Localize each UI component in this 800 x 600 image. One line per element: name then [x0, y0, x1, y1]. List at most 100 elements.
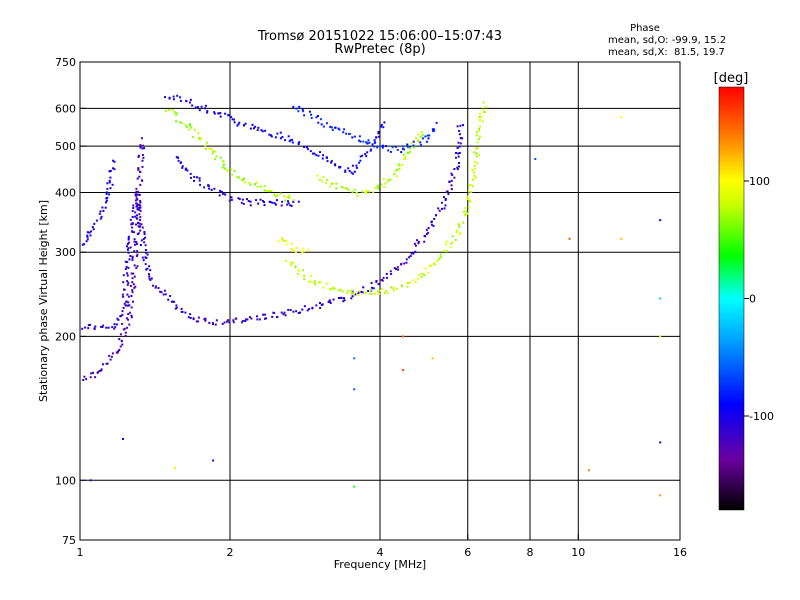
data-point	[93, 327, 96, 330]
data-point	[243, 181, 246, 184]
data-point	[297, 312, 300, 314]
data-point	[111, 326, 114, 329]
phase-stats-header: Phase	[630, 23, 660, 34]
data-point	[353, 485, 356, 488]
data-point	[351, 191, 354, 194]
data-point	[307, 248, 310, 251]
data-point	[219, 189, 222, 192]
phase-stats-o: mean, sd,O: -99.9, 15.2	[608, 35, 726, 46]
y-axis-label: Stationary phase Virtual Height [km]	[37, 200, 50, 402]
data-point	[398, 168, 401, 171]
data-point	[127, 235, 130, 238]
data-point	[451, 241, 454, 244]
data-point	[83, 243, 85, 246]
data-point	[276, 194, 279, 197]
data-point	[382, 276, 385, 279]
data-point	[247, 200, 250, 202]
data-point	[295, 246, 298, 249]
data-point	[244, 122, 247, 125]
data-point	[435, 214, 437, 217]
data-point	[127, 237, 130, 240]
data-point	[84, 326, 87, 329]
data-point	[119, 333, 122, 336]
data-point	[226, 169, 229, 172]
data-point	[122, 307, 125, 309]
data-point	[313, 152, 316, 155]
data-point	[471, 185, 474, 188]
data-point	[284, 199, 287, 202]
data-point	[132, 272, 135, 275]
data-point	[478, 116, 481, 118]
data-point	[204, 144, 207, 147]
data-point	[361, 291, 364, 294]
data-point	[123, 288, 126, 291]
data-point	[212, 459, 215, 462]
data-point	[140, 223, 143, 226]
data-point	[408, 147, 411, 150]
data-point	[279, 192, 282, 195]
data-point	[313, 282, 316, 285]
data-point	[128, 304, 131, 307]
data-point	[248, 181, 251, 184]
data-point	[419, 141, 422, 144]
data-point	[330, 182, 333, 185]
data-point	[386, 276, 388, 279]
data-point	[343, 128, 346, 131]
data-point	[274, 203, 277, 206]
data-point	[181, 166, 184, 169]
data-point	[105, 326, 108, 329]
data-point	[231, 173, 234, 176]
data-point	[358, 161, 361, 164]
data-point	[458, 133, 461, 136]
data-point	[133, 238, 136, 241]
data-point	[358, 139, 360, 142]
data-point	[89, 479, 92, 482]
data-point	[88, 231, 91, 234]
data-point	[472, 151, 475, 154]
data-point	[115, 323, 118, 326]
data-point	[131, 216, 134, 218]
data-point	[335, 182, 338, 185]
data-point	[359, 155, 362, 158]
data-point	[391, 146, 394, 149]
data-point	[322, 154, 325, 157]
data-point	[353, 170, 356, 173]
data-point	[475, 134, 478, 137]
data-point	[358, 290, 361, 293]
data-point	[295, 107, 298, 110]
data-point	[351, 164, 354, 167]
data-point	[364, 291, 367, 294]
data-point	[380, 183, 383, 186]
data-point	[127, 281, 130, 284]
data-point	[164, 109, 167, 112]
data-point	[204, 317, 207, 320]
data-point	[396, 288, 399, 291]
data-point	[420, 275, 423, 278]
data-point	[259, 198, 262, 201]
data-point	[131, 257, 134, 260]
data-point	[122, 438, 124, 440]
data-point	[220, 190, 223, 193]
data-point	[204, 104, 207, 107]
data-point	[143, 147, 146, 150]
data-point	[478, 154, 481, 157]
data-point	[455, 231, 458, 233]
data-point	[363, 191, 366, 194]
data-point	[473, 174, 476, 177]
x-tick-label: 6	[464, 546, 471, 559]
x-tick-label: 4	[377, 546, 384, 559]
data-point	[475, 131, 478, 134]
data-point	[453, 176, 456, 179]
data-point	[172, 95, 175, 98]
data-point	[344, 187, 347, 190]
data-point	[135, 217, 138, 220]
data-point	[137, 154, 140, 157]
data-point	[100, 369, 103, 372]
data-point	[466, 212, 469, 215]
data-point	[176, 156, 179, 159]
data-point	[420, 144, 422, 146]
data-point	[370, 292, 373, 295]
data-point	[355, 191, 358, 194]
data-point	[328, 299, 331, 302]
data-point	[319, 281, 322, 284]
